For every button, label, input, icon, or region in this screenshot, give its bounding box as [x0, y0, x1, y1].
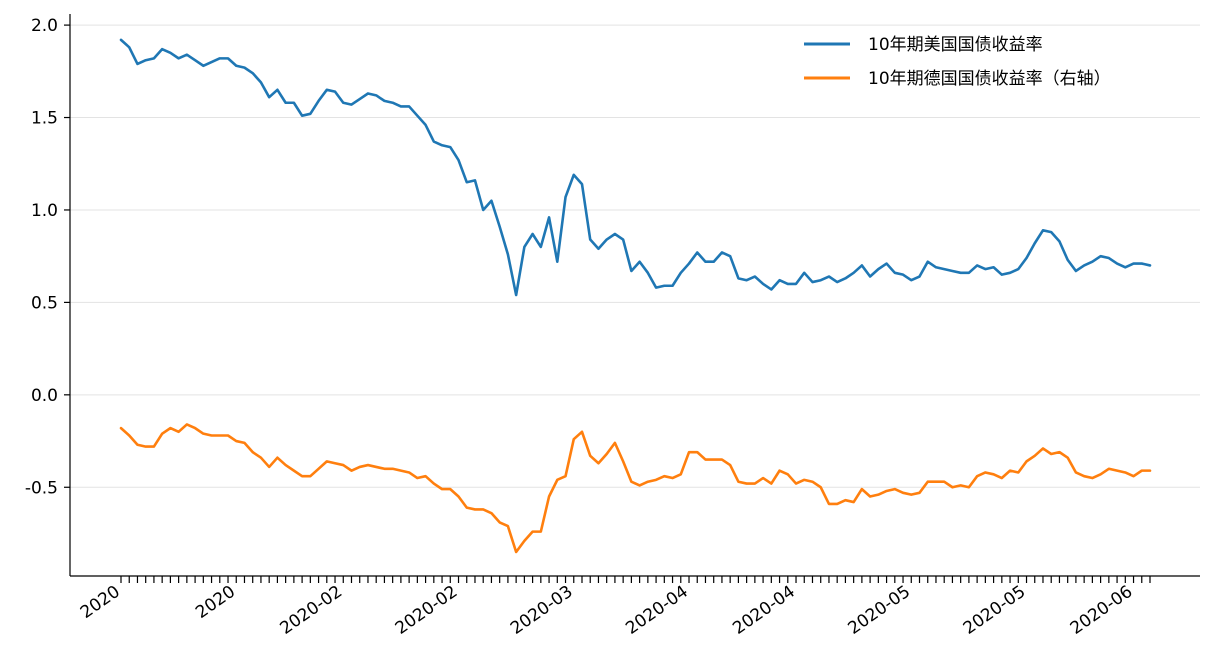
y-tick-label: 1.0 [31, 201, 58, 221]
series-line-1 [119, 423, 1152, 554]
x-tick-label: 2020-05 [960, 582, 1030, 639]
x-tick-label: 2020-06 [1067, 582, 1137, 639]
x-ticks: 2020 2020 2020-02 2020-02 2020-03 2020-04 2020… [77, 576, 1151, 639]
y-tick-label: 1.5 [31, 109, 58, 129]
x-tick-label: 2020-02 [392, 582, 462, 639]
x-tick-label: 2020-05 [844, 582, 914, 639]
legend-label-us: 10年期美国国债收益率 [868, 35, 1043, 55]
x-tick-label: 2020-04 [622, 582, 692, 639]
y-ticks: 2.0 1.5 1.0 0.5 0.0 -0.5 [25, 16, 70, 498]
axes [69, 14, 1200, 577]
x-tick-label: 2020 [192, 582, 239, 623]
x-tick-label: 2020-04 [729, 582, 799, 639]
x-tick-label: 2020-02 [276, 582, 346, 639]
series-points-1 [121, 424, 1150, 552]
series-line-0 [119, 38, 1152, 297]
series-layer [119, 38, 1152, 554]
y-tick-label: 0.5 [31, 293, 58, 313]
legend: 10年期美国国债收益率 10年期德国国债收益率（右轴） [804, 35, 1111, 89]
legend-label-de: 10年期德国国债收益率（右轴） [868, 69, 1111, 89]
y-tick-label: -0.5 [25, 478, 58, 498]
x-tick-label: 2020 [77, 582, 124, 623]
y-tick-label: 0.0 [31, 386, 58, 406]
x-tick-label: 2020-03 [507, 582, 577, 639]
y-tick-label: 2.0 [31, 16, 58, 36]
grid-lines [70, 24, 1200, 488]
